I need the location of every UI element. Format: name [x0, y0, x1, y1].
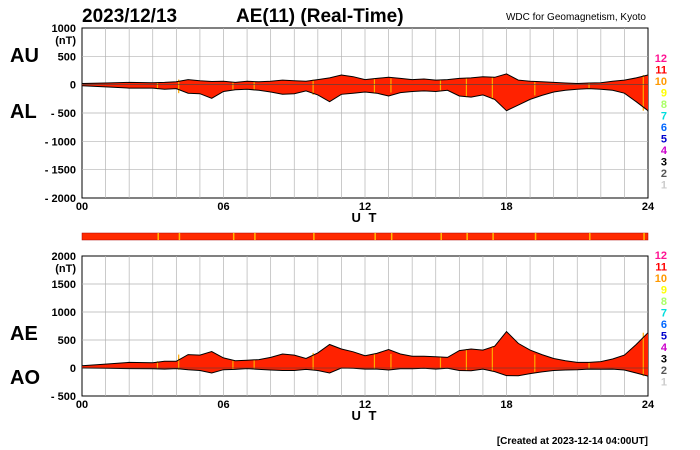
y-tick-label: 1000 [52, 23, 76, 35]
strip-mark [492, 233, 494, 240]
legend-number: 2 [661, 365, 667, 377]
y-tick-label: 2000 [52, 251, 76, 263]
x-tick-label: 06 [217, 399, 229, 411]
legend-number: 3 [661, 157, 667, 169]
series-label-al: AL [10, 101, 37, 123]
legend-number: 8 [661, 99, 667, 111]
legend-number: 1 [661, 377, 667, 389]
legend-number: 8 [661, 296, 667, 308]
series-line-au [81, 73, 649, 85]
strip-mark [374, 233, 376, 240]
legend-number: 7 [661, 308, 667, 320]
legend-number: 10 [655, 76, 667, 88]
y-unit-label: (nT) [55, 263, 76, 275]
x-tick-label: 18 [500, 399, 512, 411]
y-tick-label: 500 [58, 51, 76, 63]
strip-mark [466, 233, 468, 240]
legend-number: 1 [661, 180, 667, 192]
created-stamp: [Created at 2023-12-14 04:00UT] [497, 436, 648, 447]
strip-mark [643, 233, 645, 240]
x-tick-label: 12 [359, 201, 371, 213]
legend-number: 9 [661, 285, 667, 297]
legend-number: 5 [661, 134, 667, 146]
y-tick-label: 0 [70, 80, 76, 92]
strip-mark [440, 233, 442, 240]
y-tick-label: 1500 [52, 279, 76, 291]
y-tick-label: 0 [70, 363, 76, 375]
legend-number: 4 [661, 342, 668, 354]
series-line-ae [81, 330, 649, 367]
legend-number: 10 [655, 273, 667, 285]
series-label-ao: AO [10, 367, 40, 389]
x-tick-label: 24 [642, 399, 655, 411]
legend-number: 3 [661, 354, 667, 366]
y-tick-label: - 1000 [45, 136, 76, 148]
legend-number: 2 [661, 168, 667, 180]
legend-number: 11 [655, 65, 667, 77]
y-tick-label: 500 [58, 335, 76, 347]
strip-mark [313, 233, 315, 240]
header-title: AE(11) (Real-Time) [236, 6, 404, 27]
x-tick-label: 00 [76, 399, 88, 411]
legend-number: 4 [661, 145, 668, 157]
x-tick-label: 18 [500, 201, 512, 213]
legend-number: 6 [661, 122, 667, 134]
strip-mark [534, 233, 537, 240]
y-unit-label: (nT) [55, 35, 76, 47]
legend-number: 12 [655, 250, 667, 262]
x-axis-label: U T [352, 408, 379, 423]
strip-mark [589, 233, 591, 240]
y-tick-label: 1000 [52, 307, 76, 319]
strip-mark [178, 233, 181, 240]
strip-mark [232, 233, 235, 240]
legend-number: 9 [661, 88, 667, 100]
x-tick-label: 24 [642, 201, 655, 213]
series-line-ao [81, 367, 649, 377]
y-tick-label: - 2000 [45, 193, 76, 205]
legend-number: 7 [661, 111, 667, 123]
series-label-au: AU [10, 45, 39, 67]
y-tick-label: - 500 [51, 108, 76, 120]
x-tick-label: 00 [76, 201, 88, 213]
series-line-al [81, 85, 649, 112]
x-axis-label: U T [352, 210, 379, 225]
header-date: 2023/12/13 [82, 6, 177, 27]
activity-fill-area [82, 331, 648, 377]
series-label-ae: AE [10, 323, 38, 345]
y-tick-label: - 1500 [45, 165, 76, 177]
header-source: WDC for Geomagnetism, Kyoto [506, 12, 646, 23]
strip-mark [254, 233, 256, 240]
strip-mark [157, 233, 159, 240]
legend-number: 12 [655, 53, 667, 65]
x-tick-label: 06 [217, 201, 229, 213]
x-tick-label: 12 [359, 399, 371, 411]
legend-number: 6 [661, 319, 667, 331]
strip-mark [390, 233, 393, 240]
y-tick-label: - 500 [51, 391, 76, 403]
activity-fill-area [82, 73, 648, 111]
activity-color-strip [81, 232, 649, 241]
legend-number: 5 [661, 331, 667, 343]
legend-number: 11 [655, 262, 667, 274]
